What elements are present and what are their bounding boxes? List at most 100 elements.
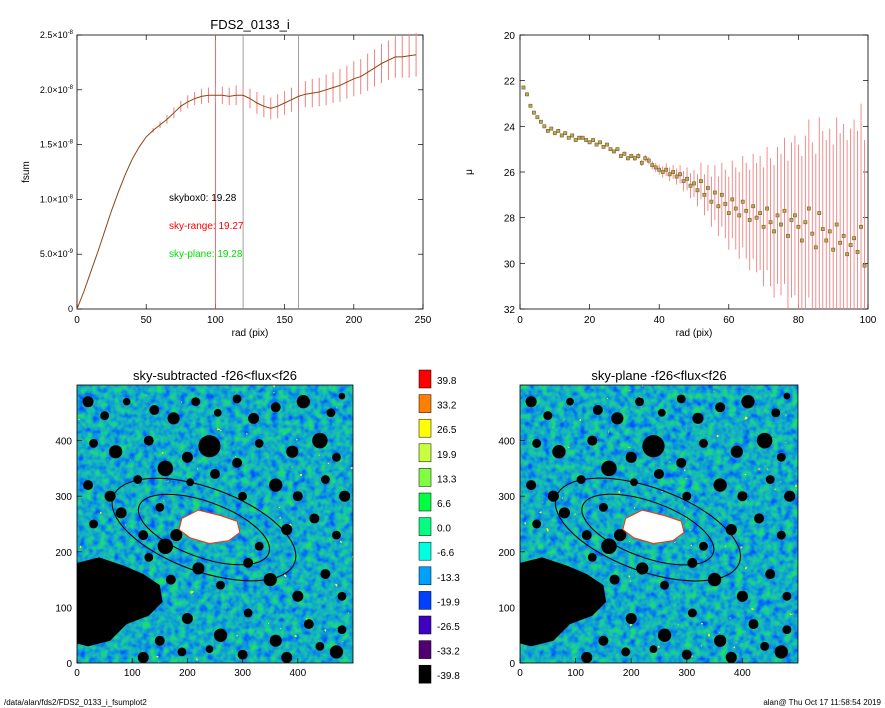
- data-point: [535, 115, 540, 120]
- data-point: [827, 229, 832, 234]
- masked-source: [248, 412, 260, 424]
- data-point: [761, 224, 766, 229]
- data-point: [726, 211, 731, 216]
- colorbar-label: 26.5: [437, 425, 457, 436]
- masked-source: [339, 490, 351, 502]
- galaxy-core: [178, 509, 241, 544]
- data-point: [681, 179, 686, 184]
- masked-source: [587, 552, 597, 562]
- masked-source: [303, 619, 314, 630]
- x-axis-label: rad (pix): [232, 328, 269, 339]
- data-point: [664, 167, 669, 172]
- masked-source: [326, 408, 336, 418]
- data-point: [528, 103, 533, 108]
- x-tick-label: 400: [734, 668, 751, 679]
- masked-source: [320, 569, 331, 580]
- data-point: [733, 206, 738, 211]
- masked-source: [776, 530, 786, 540]
- y-tick-label: 1.0×10-8: [40, 194, 74, 204]
- masked-source: [109, 445, 123, 459]
- colorbar-label: -6.6: [437, 548, 455, 559]
- masked-source: [532, 438, 542, 448]
- y-tick-label: 2.0×10-8: [40, 85, 74, 95]
- masked-source: [592, 405, 603, 416]
- masked-source: [784, 490, 796, 502]
- data-point: [695, 188, 700, 193]
- y-tick-label: 200: [498, 548, 515, 559]
- x-tick-label: 100: [207, 315, 224, 326]
- masked-source: [292, 590, 304, 602]
- masked-source: [756, 432, 773, 449]
- data-point: [747, 218, 752, 222]
- data-point: [796, 224, 801, 229]
- data-point: [758, 211, 763, 216]
- y-tick-label: 30: [504, 259, 516, 270]
- masked-source: [237, 649, 248, 660]
- masked-source: [286, 445, 299, 458]
- masked-source: [337, 591, 347, 601]
- data-point: [772, 229, 776, 234]
- data-point: [643, 156, 648, 161]
- data-point: [855, 250, 860, 254]
- masked-source: [660, 580, 670, 590]
- masked-source: [181, 451, 193, 463]
- data-point: [563, 131, 568, 136]
- data-point: [573, 138, 578, 142]
- colorbar-label: 6.6: [437, 499, 451, 510]
- y-tick-label: 5.0×10-9: [40, 249, 74, 259]
- x-tick-label: 250: [415, 315, 432, 326]
- fsum-profile-line: [76, 54, 417, 310]
- masked-source: [699, 438, 708, 448]
- masked-source: [715, 402, 726, 413]
- masked-source: [687, 557, 698, 568]
- data-point: [619, 154, 623, 158]
- colorbar-swatch: [418, 418, 432, 438]
- data-point: [699, 179, 703, 184]
- y-tick-label: 28: [504, 214, 516, 225]
- masked-source: [736, 590, 748, 602]
- masked-source: [657, 408, 666, 417]
- x-tick-label: 200: [623, 668, 640, 679]
- data-point: [545, 129, 550, 133]
- masked-source: [657, 628, 672, 642]
- y-tick-label: 22: [504, 77, 516, 88]
- x-tick-label: 200: [179, 668, 196, 679]
- masked-source: [730, 445, 743, 458]
- galaxy-core: [622, 509, 685, 544]
- data-point: [667, 172, 672, 177]
- data-point: [862, 263, 867, 268]
- masked-source: [154, 635, 165, 646]
- masked-source: [776, 452, 786, 462]
- y-tick-label: 32: [504, 305, 516, 316]
- masked-source: [315, 641, 325, 651]
- data-point: [632, 156, 637, 161]
- data-point: [754, 215, 759, 220]
- data-point: [577, 135, 582, 140]
- isophote-ellipse: [137, 493, 270, 566]
- colorbar-label: 0.0: [437, 524, 451, 535]
- data-point: [712, 190, 717, 195]
- masked-source: [309, 513, 320, 524]
- data-point: [845, 252, 850, 257]
- data-point: [601, 144, 606, 149]
- data-point: [650, 163, 655, 168]
- data-point: [587, 140, 592, 145]
- colorbar-swatch: [418, 369, 432, 389]
- masked-source: [144, 552, 154, 562]
- data-point: [556, 129, 561, 133]
- data-point: [629, 154, 634, 158]
- masked-source: [532, 519, 542, 529]
- masked-source: [635, 397, 644, 407]
- masked-source: [296, 395, 310, 409]
- data-point: [580, 135, 585, 140]
- data-point: [789, 218, 794, 222]
- masked-source: [782, 591, 792, 601]
- colorbar-label: -26.5: [437, 622, 460, 633]
- masked-source: [332, 530, 341, 540]
- plot-frame: [519, 384, 799, 664]
- masked-source: [547, 490, 559, 502]
- masked-source: [782, 625, 792, 635]
- colorbar: 39.8 33.2 26.5 19.9 13.3 6.6 0.0 -6.6 -13.3 -19.9…: [418, 369, 460, 684]
- masked-source: [312, 432, 328, 449]
